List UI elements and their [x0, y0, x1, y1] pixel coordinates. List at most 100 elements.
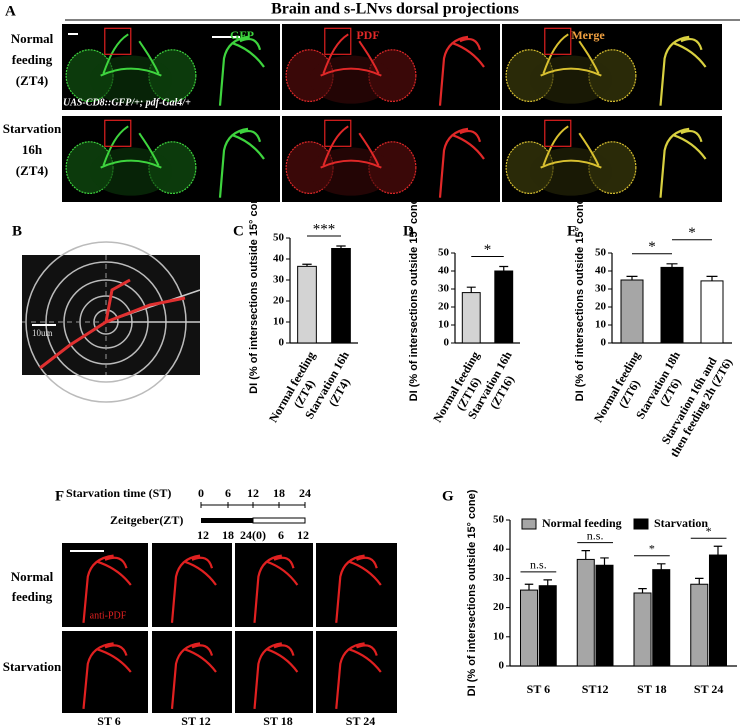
- bar: [708, 554, 728, 667]
- x-tick-label: ST 6: [527, 682, 550, 696]
- brain-center: [529, 55, 613, 104]
- brain-center: [89, 147, 173, 196]
- zoom-box: [544, 27, 572, 55]
- brain-center: [309, 55, 393, 104]
- zt-tick: 12: [297, 528, 309, 542]
- st-label: Starvation time (ST): [66, 486, 171, 500]
- panel-label: E: [567, 223, 577, 239]
- neuron-zoom: [253, 642, 299, 709]
- micrograph: [640, 24, 722, 110]
- zoom-box: [544, 119, 572, 147]
- significance-label: *: [484, 242, 492, 258]
- error-bar: [581, 550, 591, 560]
- zoom-box: [104, 119, 132, 147]
- panel-label: C: [233, 223, 244, 239]
- bar: [690, 583, 709, 667]
- st-tick: 18: [273, 486, 285, 500]
- micrograph: [235, 543, 313, 627]
- legend-swatch: [633, 518, 649, 530]
- neuron-zoom: [170, 554, 217, 623]
- micrograph: [316, 631, 397, 713]
- error-bar: [302, 263, 312, 267]
- y-tick-label: 50: [493, 514, 505, 526]
- channel-label: GFP: [230, 28, 254, 42]
- zt-tick: 24(0): [240, 528, 266, 542]
- significance-label: n.s.: [587, 528, 604, 542]
- y-tick-label: 0: [601, 337, 607, 349]
- row-label: Starvation: [3, 121, 62, 136]
- st-tick: 0: [198, 486, 204, 500]
- error-bar: [638, 588, 647, 593]
- neuron-zoom: [335, 642, 382, 709]
- y-tick-label: 40: [273, 253, 285, 265]
- error-bar: [695, 577, 704, 585]
- row-label: (ZT4): [16, 163, 49, 178]
- zoom-box: [324, 27, 352, 55]
- panel-label: B: [12, 223, 22, 239]
- neuron-zoom: [438, 127, 485, 198]
- zt-tick: 18: [222, 528, 234, 542]
- neuron-zoom: [82, 554, 132, 623]
- bar: [576, 558, 595, 667]
- legend-label: Normal feeding: [542, 516, 622, 530]
- micrograph: [420, 24, 500, 110]
- significance-label: ***: [313, 221, 336, 237]
- y-axis-title: DI (% of intersections outside 15° cone): [408, 194, 420, 401]
- panel-label: D: [403, 223, 414, 239]
- y-tick-label: 0: [279, 337, 285, 349]
- micrograph: [62, 631, 148, 713]
- panel-label: A: [5, 3, 16, 19]
- zoom-box: [324, 119, 352, 147]
- panel-label: G: [442, 488, 454, 504]
- y-tick-label: 40: [595, 265, 607, 277]
- micrograph: [420, 116, 500, 202]
- channel-label: Merge: [571, 28, 605, 42]
- row-label: feeding: [12, 589, 53, 604]
- zt-tick: 12: [197, 528, 209, 542]
- panel-label: F: [55, 488, 64, 504]
- st-tick: 6: [225, 486, 231, 500]
- error-bar: [543, 579, 552, 586]
- brain-center: [89, 55, 173, 104]
- micrograph: [640, 116, 722, 202]
- timeline-light: [252, 517, 306, 524]
- column-label: ST 18: [263, 714, 292, 728]
- error-bar: [600, 557, 609, 566]
- x-tick-label: ST12: [582, 682, 609, 696]
- row-label: Normal: [11, 569, 54, 584]
- y-tick-label: 40: [438, 265, 450, 277]
- neuron-zoom: [253, 554, 299, 623]
- neuron-zoom: [659, 127, 707, 198]
- significance-label: *: [648, 239, 656, 255]
- y-tick-label: 0: [444, 337, 450, 349]
- y-tick-label: 40: [493, 543, 505, 555]
- error-bar: [713, 545, 723, 556]
- st-tick: 12: [247, 486, 259, 500]
- error-bar: [499, 265, 509, 271]
- y-tick-label: 0: [499, 660, 505, 672]
- brain-center: [309, 147, 393, 196]
- y-axis-title: DI (% of intersections outside 15° cone): [248, 187, 260, 394]
- significance-label: n.s.: [530, 558, 547, 572]
- bar: [461, 292, 481, 344]
- y-tick-label: 20: [493, 601, 505, 613]
- error-bar: [666, 263, 678, 268]
- y-tick-label: 10: [493, 630, 505, 642]
- neuron-zoom: [82, 642, 132, 710]
- legend-label: Starvation: [654, 516, 708, 530]
- neuron-projection: [100, 125, 162, 169]
- x-tick-label: ST 18: [637, 682, 666, 696]
- channel-label: PDF: [356, 28, 379, 42]
- neuron-zoom: [659, 35, 707, 106]
- y-axis-title: DI (% of intersections outside 15° cone): [574, 194, 586, 401]
- neuron-projection: [100, 33, 162, 77]
- neuron-zoom: [335, 554, 382, 623]
- y-tick-label: 30: [273, 274, 285, 286]
- y-tick-label: 50: [595, 247, 607, 259]
- neuron-projection: [320, 125, 382, 169]
- column-label: ST 24: [346, 714, 375, 728]
- neuron-zoom: [438, 35, 485, 106]
- bar: [538, 585, 557, 667]
- st-tick: 24: [299, 486, 311, 500]
- column-label: ST 12: [181, 714, 210, 728]
